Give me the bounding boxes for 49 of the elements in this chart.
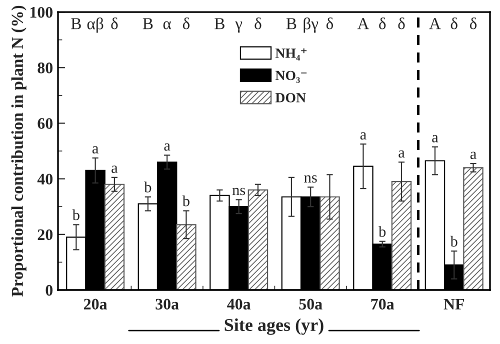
annotation: δ [182, 17, 190, 30]
annotation: B [142, 18, 153, 30]
x-axis-title: Site ages (yr) [224, 318, 324, 335]
annotation: δ [398, 17, 405, 30]
data-label: ns [232, 188, 246, 196]
y-tick-label: 80 [38, 62, 53, 74]
legend-label: NH₄⁺ [275, 48, 307, 61]
legend-label: DON [275, 93, 306, 102]
annotation: α [163, 21, 172, 30]
data-label: a [112, 166, 118, 173]
data-label: a [92, 146, 98, 154]
data-label: a [164, 143, 170, 151]
annotation: αβ [87, 17, 104, 33]
data-label: a [398, 150, 405, 158]
y-tick-label: 0 [46, 284, 53, 296]
annotation: δ [326, 17, 334, 30]
y-axis-title: Proportional contribution in plant N (%) [11, 6, 26, 297]
annotation: δ [379, 17, 386, 30]
data-label: b [378, 226, 386, 237]
x-tick-label: 70a [371, 298, 394, 310]
y-tick-label: 60 [38, 118, 53, 129]
annotation: B [71, 18, 81, 30]
data-label: a [432, 135, 438, 142]
legend-label: NO₃⁻ [275, 70, 307, 83]
x-tick-label: 50a [299, 298, 322, 310]
annotation: δ [470, 17, 477, 30]
x-tick-label: NF [444, 298, 464, 310]
annotation: B [214, 18, 224, 30]
data-label: b [182, 196, 190, 206]
data-label: ns [304, 175, 317, 183]
data-label: b [450, 236, 458, 247]
y-tick-label: 40 [37, 174, 53, 185]
data-label: a [470, 152, 476, 160]
annotation: B [286, 18, 296, 30]
y-tick-label: 20 [38, 229, 53, 240]
x-tick-label: 40a [227, 298, 251, 310]
data-label: b [72, 209, 80, 220]
x-tick-label: 20a [84, 298, 108, 310]
annotation: δ [111, 17, 118, 30]
data-label: b [144, 182, 152, 192]
x-tick-label: 30a [156, 298, 179, 310]
annotation: γ [235, 21, 242, 33]
annotation: δ [254, 17, 262, 30]
annotation: δ [450, 17, 458, 30]
annotation: βγ [304, 17, 318, 33]
y-tick-label: 100 [30, 6, 53, 18]
data-label: a [360, 132, 366, 140]
annotation: A [357, 18, 370, 30]
annotation: A [429, 18, 441, 30]
